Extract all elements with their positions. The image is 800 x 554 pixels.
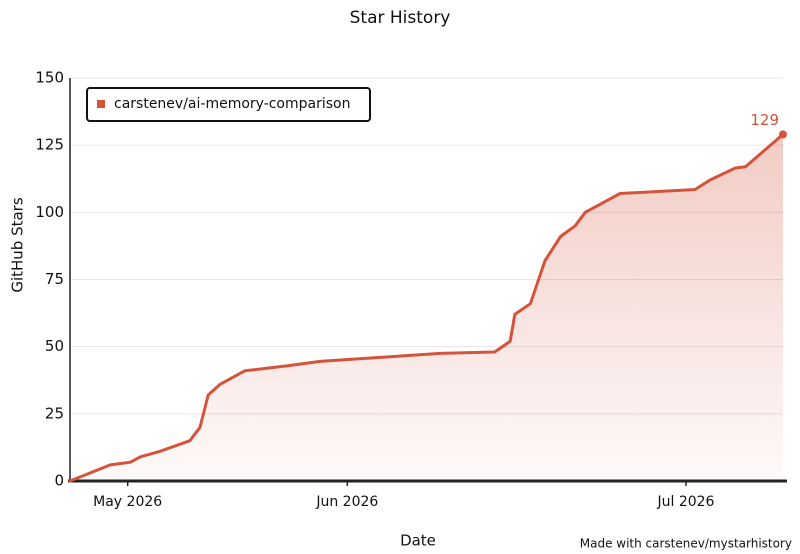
x-tick-label: Jun 2026 <box>315 494 378 510</box>
x-tick-label: May 2026 <box>93 494 162 510</box>
footer: Made with carstenev/mystarhistory <box>580 537 792 551</box>
end-label: 129 <box>750 111 779 129</box>
y-tick-label: 125 <box>35 136 64 154</box>
y-tick-label: 25 <box>45 404 64 422</box>
area <box>70 134 783 481</box>
legend-swatch <box>97 100 105 108</box>
legend-box <box>86 87 371 122</box>
y-tick-label: 100 <box>35 203 64 221</box>
line <box>68 132 785 483</box>
chart-title: Star History <box>350 8 451 28</box>
y-tick-label: 150 <box>35 69 64 87</box>
y-tick-label: 0 <box>54 472 64 490</box>
legend-label: carstenev/ai-memory-comparison <box>114 96 350 112</box>
y-tick-label: 50 <box>45 337 64 355</box>
x-axis-label: Date <box>400 532 436 550</box>
x-tick-label: Jul 2026 <box>656 494 714 510</box>
end-point <box>779 130 787 139</box>
y-tick-label: 75 <box>45 270 64 288</box>
y-axis-label: GitHub Stars <box>9 197 27 293</box>
